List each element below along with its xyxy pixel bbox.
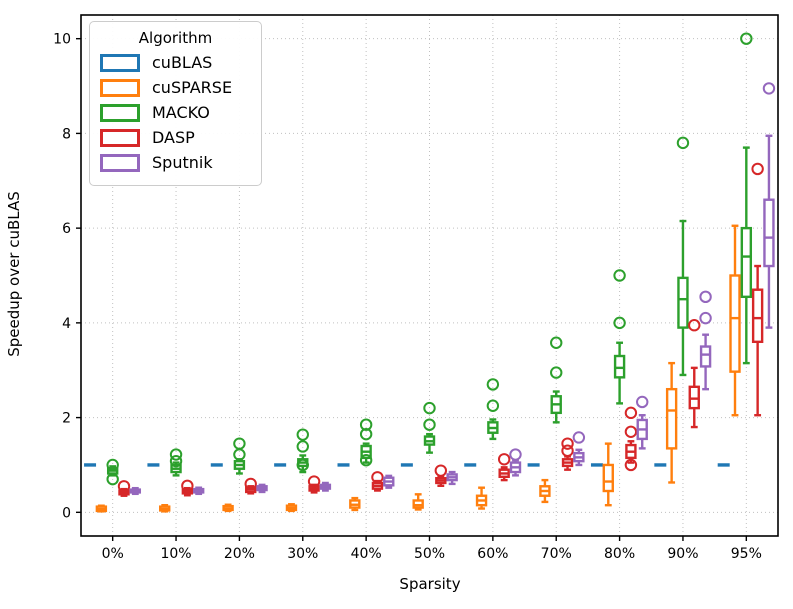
x-tick-label: 30% [287,546,318,562]
outlier-MACKO [169,448,183,461]
outlier-DASP [624,425,638,438]
box-MACKO-90% [677,276,689,329]
box-DASP-95% [751,288,764,344]
outlier-DASP [624,458,638,472]
outlier-MACKO [233,448,246,461]
outlier-DASP [434,464,448,477]
box-cuSPARSE-80% [602,463,614,493]
outlier-DASP [497,453,511,466]
outlier-MACKO [550,336,563,349]
outlier-MACKO [423,401,436,415]
legend-swatch-Sputnik [100,154,140,172]
outlier-Sputnik [509,448,522,461]
outlier-MACKO [359,427,373,441]
box-Sputnik-90% [699,345,712,368]
outlier-Sputnik [572,431,586,444]
legend: Algorithm cuBLAS cuSPARSE MACKO DASP Sputnik [89,21,262,186]
legend-swatch-cuBLAS [100,54,140,72]
outlier-DASP [371,471,384,484]
box-cuSPARSE-95% [729,274,741,373]
outlier-MACKO [486,378,500,391]
outlier-Sputnik [699,290,712,304]
outlier-MACKO [106,458,119,472]
legend-swatch-DASP [100,129,140,147]
outlier-DASP [561,437,574,450]
legend-label-cuSPARSE: cuSPARSE [152,78,233,97]
outlier-DASP [688,319,701,332]
x-tick-label: 0% [102,546,124,562]
y-tick-label: 6 [62,221,71,237]
box-cuSPARSE-90% [665,387,678,450]
outlier-MACKO [296,440,309,453]
x-tick-label: 90% [667,546,698,562]
outlier-MACKO [296,458,309,472]
legend-label-MACKO: MACKO [152,103,210,122]
box-MACKO-95% [740,226,753,299]
legend-entry-DASP: DASP [100,129,251,147]
outlier-DASP [307,475,321,488]
outlier-MACKO [676,136,690,150]
x-tick-label: 20% [224,546,255,562]
outlier-Sputnik [636,395,649,409]
outlier-DASP [244,477,257,491]
y-tick-label: 8 [62,126,71,142]
legend-entry-MACKO: MACKO [100,104,251,122]
x-tick-label: 10% [160,546,191,562]
legend-swatch-MACKO [100,104,140,122]
outlier-MACKO [613,316,626,330]
box-Sputnik-95% [763,198,775,268]
outlier-MACKO [296,428,309,441]
x-tick-label: 60% [477,546,508,562]
outlier-DASP [561,444,574,457]
legend-title: Algorithm [138,29,213,47]
y-tick-label: 0 [62,505,71,521]
outlier-Sputnik [699,311,712,325]
legend-entry-cuSPARSE: cuSPARSE [100,79,251,97]
y-tick-label: 4 [62,316,71,332]
outlier-MACKO [550,366,563,379]
legend-swatch-cuSPARSE [100,79,140,97]
outlier-DASP [181,479,194,492]
x-tick-label: 70% [541,546,572,562]
outlier-DASP [624,406,638,420]
legend-label-cuBLAS: cuBLAS [152,53,213,72]
legend-label-DASP: DASP [152,128,195,147]
x-tick-label: 40% [351,546,382,562]
x-tick-label: 95% [731,546,762,562]
outlier-Sputnik [762,82,776,95]
y-tick-label: 2 [62,411,71,427]
x-tick-label: 50% [414,546,445,562]
legend-label-Sputnik: Sputnik [152,153,213,172]
x-axis-label: Sparsity [399,575,461,593]
outlier-MACKO [486,399,500,412]
y-axis-label: Speedup over cuBLAS [5,191,23,357]
outlier-MACKO [423,418,436,431]
x-tick-label: 80% [604,546,635,562]
outlier-DASP [751,162,764,176]
legend-entry-cuBLAS: cuBLAS [100,54,251,72]
outlier-MACKO [359,454,373,467]
outlier-MACKO [740,32,753,45]
outlier-DASP [117,480,131,493]
outlier-MACKO [169,454,183,468]
legend-entry-Sputnik: Sputnik [100,154,251,172]
outlier-MACKO [106,472,119,486]
outlier-MACKO [613,269,626,282]
y-tick-label: 10 [53,32,71,48]
legend-entries: cuBLAS cuSPARSE MACKO DASP Sputnik [100,54,251,172]
